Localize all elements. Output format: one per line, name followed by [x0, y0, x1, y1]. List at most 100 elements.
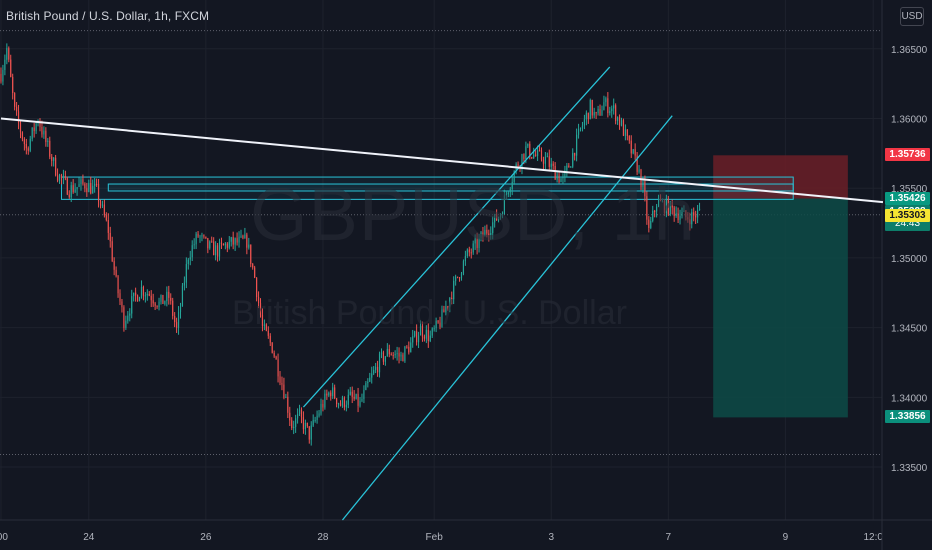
candle-body: [322, 403, 324, 408]
bid-price-label: 1.35303: [885, 208, 930, 222]
candle-body: [609, 111, 611, 114]
candle-body: [574, 153, 576, 156]
candle-body: [181, 285, 184, 307]
candle-body: [109, 232, 111, 242]
x-tick-label: 9: [783, 532, 789, 543]
candle-body: [613, 105, 615, 109]
candle-body: [133, 292, 135, 297]
candle-body: [230, 237, 232, 242]
candle-body: [412, 336, 414, 343]
candle-body: [135, 292, 137, 296]
candle-body: [99, 201, 102, 206]
candle-body: [527, 143, 529, 147]
candle-body: [92, 185, 94, 194]
candle-body: [4, 59, 6, 70]
candle-body: [136, 295, 139, 302]
candle-body: [371, 373, 373, 378]
candle-body: [177, 311, 180, 328]
candle-body: [398, 353, 400, 357]
candle-body: [466, 249, 468, 256]
candle-body: [581, 125, 584, 128]
candle-body: [414, 331, 416, 337]
candle-body: [248, 244, 250, 248]
candle-body: [566, 165, 568, 171]
candle-body: [615, 105, 617, 121]
candle-body: [681, 212, 683, 217]
candle-body: [419, 325, 422, 336]
candle-body: [474, 239, 476, 244]
stop-price-label: 1.35736: [885, 148, 930, 162]
candle-body: [579, 127, 582, 129]
candle-body: [125, 320, 127, 328]
candle-body: [203, 235, 205, 237]
candle-body: [349, 391, 351, 395]
candle-body: [23, 139, 25, 144]
x-tick-label: 28: [317, 532, 329, 543]
candle-body: [546, 156, 548, 158]
candle-body: [408, 346, 410, 353]
candle-body: [556, 174, 558, 180]
candle-body: [105, 215, 107, 221]
candle-body: [144, 295, 146, 297]
candle-body: [70, 185, 72, 198]
candle-body: [492, 222, 494, 233]
candle-body: [304, 422, 306, 430]
candle-body: [351, 391, 353, 397]
candle-body: [472, 243, 474, 253]
candle-body: [257, 296, 260, 304]
candle-body: [630, 140, 632, 154]
currency-button[interactable]: USD: [900, 7, 924, 26]
candle-body: [201, 235, 203, 237]
candle-body: [644, 181, 646, 197]
candle-body: [246, 234, 248, 248]
candle-body: [55, 157, 57, 176]
candle-body: [326, 393, 328, 396]
candle-body: [654, 210, 656, 212]
candle-body: [646, 196, 648, 220]
candle-body: [0, 73, 2, 82]
candle-body: [14, 93, 16, 107]
candle-body: [470, 252, 472, 254]
candle-body: [482, 232, 484, 237]
candle-body: [480, 232, 482, 238]
channel-upper-line: [302, 66, 611, 408]
candle-body: [90, 183, 92, 194]
candle-body: [80, 179, 82, 185]
candle-body: [298, 409, 301, 415]
candle-body: [378, 353, 381, 373]
candle-body: [193, 244, 195, 246]
candle-body: [174, 316, 176, 323]
candle-body: [300, 409, 303, 418]
candle-body: [624, 129, 626, 136]
candle-body: [394, 354, 396, 356]
candle-body: [425, 329, 427, 339]
candle-body: [505, 194, 507, 196]
candle-body: [88, 183, 90, 193]
candle-body: [618, 117, 621, 126]
chart-title: British Pound / U.S. Dollar, 1h, FXCM: [6, 9, 210, 23]
candle-body: [16, 106, 18, 112]
candle-body: [554, 165, 556, 180]
candle-body: [548, 156, 550, 167]
candle-body: [357, 393, 359, 406]
candle-body: [497, 217, 500, 221]
candle-body: [154, 303, 156, 306]
y-tick-label: 1.35500: [891, 184, 928, 195]
candle-body: [443, 309, 445, 313]
candle-body: [138, 297, 141, 302]
candle-body: [564, 170, 566, 178]
candle-body: [31, 127, 33, 139]
candle-body: [455, 276, 457, 281]
candle-body: [433, 328, 435, 330]
candle-body: [449, 297, 451, 307]
candle-body: [468, 249, 470, 253]
candle-body: [656, 206, 658, 212]
y-tick-label: 1.36000: [891, 114, 928, 125]
candle-body: [447, 306, 449, 308]
candle-body: [289, 412, 291, 421]
candle-body: [242, 235, 244, 239]
candle-body: [287, 396, 289, 413]
candle-body: [129, 313, 131, 316]
